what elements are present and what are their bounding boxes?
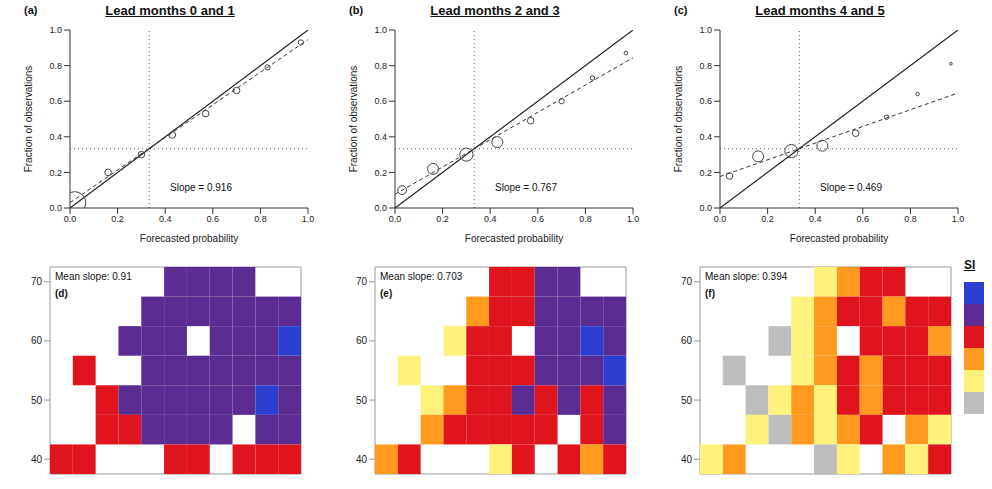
svg-text:0.8: 0.8 [579, 214, 592, 224]
svg-text:0.4: 0.4 [159, 214, 172, 224]
html-text:(a): (a) [24, 4, 38, 16]
svg-text:0.2: 0.2 [699, 168, 712, 178]
svg-text:40: 40 [31, 454, 43, 465]
html-text:Lead months 2 and 3: Lead months 2 and 3 [430, 3, 560, 18]
svg-text:1.0: 1.0 [302, 214, 315, 224]
svg-text:0.6: 0.6 [532, 214, 545, 224]
svg-text:0.8: 0.8 [904, 214, 917, 224]
svg-text:Fraction of observations: Fraction of observations [23, 66, 34, 173]
html-text:(c): (c) [674, 4, 688, 16]
svg-text:Fraction of observations: Fraction of observations [673, 66, 684, 173]
svg-text:50: 50 [31, 395, 43, 406]
svg-text:1.0: 1.0 [627, 214, 640, 224]
svg-text:0.0: 0.0 [699, 203, 712, 213]
svg-text:50: 50 [681, 395, 693, 406]
svg-text:1.0: 1.0 [374, 25, 387, 35]
svg-text:1.0: 1.0 [49, 25, 62, 35]
svg-text:0.6: 0.6 [699, 96, 712, 106]
svg-text:0.8: 0.8 [374, 61, 387, 71]
svg-text:50: 50 [356, 395, 368, 406]
svg-text:0.6: 0.6 [857, 214, 870, 224]
svg-text:0.0: 0.0 [64, 214, 77, 224]
svg-text:0.0: 0.0 [374, 203, 387, 213]
svg-text:Forecasted probability: Forecasted probability [790, 233, 888, 244]
svg-text:0.8: 0.8 [254, 214, 267, 224]
html-text:Mean slope: 0.394: Mean slope: 0.394 [705, 271, 788, 282]
svg-text:70: 70 [356, 276, 368, 287]
html-text:Mean slope: 0.703: Mean slope: 0.703 [380, 271, 463, 282]
svg-text:0.4: 0.4 [809, 214, 822, 224]
svg-text:0.2: 0.2 [436, 214, 449, 224]
html-text:(e): (e) [380, 288, 393, 299]
svg-text:60: 60 [356, 335, 368, 346]
html-text:Mean slope: 0.91: Mean slope: 0.91 [55, 271, 132, 282]
svg-text:0.2: 0.2 [761, 214, 774, 224]
html-text:Lead months 4 and 5: Lead months 4 and 5 [755, 3, 885, 18]
svg-text:60: 60 [681, 335, 693, 346]
svg-text:0.0: 0.0 [49, 203, 62, 213]
svg-text:0.0: 0.0 [714, 214, 727, 224]
svg-text:0.8: 0.8 [699, 61, 712, 71]
svg-text:0.4: 0.4 [484, 214, 497, 224]
svg-text:0.0: 0.0 [389, 214, 402, 224]
svg-text:0.2: 0.2 [49, 168, 62, 178]
svg-text:0.6: 0.6 [207, 214, 220, 224]
svg-text:0.4: 0.4 [49, 132, 62, 142]
svg-text:0.2: 0.2 [374, 168, 387, 178]
html-text:(b): (b) [349, 4, 363, 16]
svg-text:40: 40 [356, 454, 368, 465]
svg-text:60: 60 [31, 335, 43, 346]
svg-text:0.8: 0.8 [49, 61, 62, 71]
html-text:Sl: Sl [964, 258, 976, 272]
svg-text:0.2: 0.2 [111, 214, 124, 224]
svg-text:Forecasted probability: Forecasted probability [465, 233, 563, 244]
svg-text:0.4: 0.4 [374, 132, 387, 142]
html-text:Slope = 0.767: Slope = 0.767 [495, 182, 557, 193]
svg-text:0.4: 0.4 [699, 132, 712, 142]
svg-text:1.0: 1.0 [952, 214, 965, 224]
html-text:(d): (d) [55, 288, 68, 299]
svg-text:40: 40 [681, 454, 693, 465]
html-text:Slope = 0.469: Slope = 0.469 [820, 182, 882, 193]
svg-text:0.6: 0.6 [374, 96, 387, 106]
svg-text:1.0: 1.0 [699, 25, 712, 35]
svg-text:70: 70 [681, 276, 693, 287]
svg-text:Forecasted probability: Forecasted probability [140, 233, 238, 244]
svg-text:70: 70 [31, 276, 43, 287]
html-text:(f): (f) [705, 288, 715, 299]
html-text:Lead months 0 and 1: Lead months 0 and 1 [105, 3, 235, 18]
html-text:Slope = 0.916: Slope = 0.916 [170, 182, 232, 193]
svg-text:0.6: 0.6 [49, 96, 62, 106]
svg-text:Fraction of observations: Fraction of observations [348, 66, 359, 173]
